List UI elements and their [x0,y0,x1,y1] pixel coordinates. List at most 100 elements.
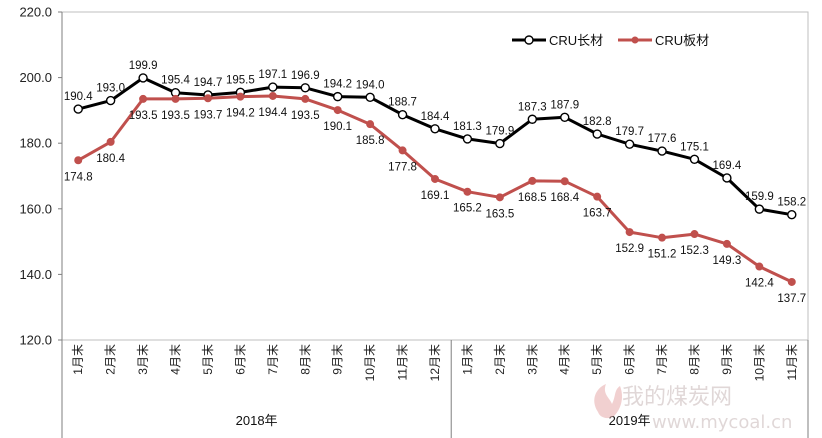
data-point [592,129,602,139]
data-label: 137.7 [777,293,806,305]
data-point [625,228,634,237]
data-point [268,82,278,92]
data-point [430,124,440,134]
data-point [73,104,83,114]
legend-marker [631,36,639,44]
data-label: 174.8 [64,171,93,183]
x-tick-label: 5月末 [201,344,215,375]
data-point [171,94,180,103]
data-point [593,192,602,201]
data-point [138,73,148,83]
data-label: 142.4 [745,278,774,290]
data-point [787,210,797,220]
data-label: 179.9 [485,126,514,138]
x-tick-label: 7月末 [655,344,669,375]
data-label: 185.8 [356,135,385,147]
watermark-logo-icon [594,384,622,419]
data-label: 187.9 [550,99,579,111]
data-point [560,112,570,122]
data-label: 190.1 [323,121,352,133]
data-label: 151.2 [648,249,677,261]
data-point [657,146,667,156]
x-tick-label: 11月末 [396,344,410,380]
y-tick-label: 220.0 [19,5,52,20]
x-tick-label: 9月末 [331,344,345,375]
data-point [560,177,569,186]
x-tick-label: 2月末 [104,344,118,375]
data-label: 194.7 [194,77,223,89]
data-point [397,109,408,120]
data-point [333,106,342,115]
y-tick-label: 180.0 [19,136,52,151]
x-tick-label: 6月末 [623,344,637,375]
data-point [722,173,732,183]
data-label: 193.7 [194,109,223,121]
data-label: 177.6 [648,133,677,145]
data-point [658,233,667,242]
data-point [462,134,473,144]
data-label: 181.3 [453,121,482,133]
data-label: 163.5 [485,208,514,220]
data-point [301,94,310,103]
data-label: 180.4 [96,153,125,165]
y-tick-label: 120.0 [19,333,52,348]
data-label: 152.3 [680,245,709,257]
data-label: 199.9 [129,60,158,72]
data-point [463,187,472,196]
data-label: 165.2 [453,203,482,215]
legend-label: CRU板材 [655,33,709,48]
data-label: 163.7 [583,208,612,220]
data-point [268,91,277,100]
x-tick-label: 4月末 [558,344,572,375]
x-tick-label: 10月末 [752,344,766,381]
data-label: 169.4 [713,160,742,172]
data-label: 179.7 [615,126,644,138]
data-label: 158.2 [777,197,806,209]
x-tick-label: 11月末 [785,344,799,380]
data-point [105,95,116,106]
data-label: 182.8 [583,116,612,128]
data-label: 195.4 [161,75,190,87]
x-tick-label: 1月末 [460,344,474,375]
series-layer [73,73,797,286]
data-point [106,137,115,146]
data-label: 177.8 [388,161,417,173]
x-tick-label: 1月末 [71,344,85,375]
data-point [755,262,764,271]
data-label: 159.9 [745,191,774,203]
data-point [690,230,699,239]
data-point [754,204,765,214]
data-point [236,92,245,101]
data-point [139,94,148,103]
data-point [300,83,310,93]
x-tick-label: 8月末 [687,344,701,375]
axes: 120.0 140.0 160.0 180.0 200.0 220.0 1月末 2月末 3月末 4… [19,5,809,438]
x-tick-label: 2月末 [493,344,507,375]
data-point [528,176,537,185]
data-point [203,94,212,103]
watermark-text: 我的煤炭网 [622,385,732,410]
watermark: 我的煤炭网 www.mycoal.cn [594,384,792,433]
data-label: 149.3 [713,255,742,267]
legend-label: CRU长材 [549,33,603,48]
y-tick-label: 200.0 [19,70,52,85]
data-label: 152.9 [615,243,644,255]
data-point [398,146,407,155]
data-point [527,114,538,124]
data-point [431,174,439,183]
data-label: 193.5 [291,110,320,122]
x-tick-label: 9月末 [720,344,734,375]
legend: CRU长材 CRU板材 [512,33,709,48]
data-point [624,139,635,149]
data-label: 194.0 [356,79,385,91]
legend-marker [524,35,534,45]
data-point [74,156,83,165]
data-label: 184.4 [421,111,450,123]
data-point [332,91,343,102]
data-point [495,193,504,202]
x-tick-label: 8月末 [298,344,312,375]
x-tick-label: 4月末 [169,344,183,375]
data-label: 194.4 [258,107,287,119]
data-label: 193.5 [161,110,190,122]
data-label: 195.5 [226,74,255,86]
